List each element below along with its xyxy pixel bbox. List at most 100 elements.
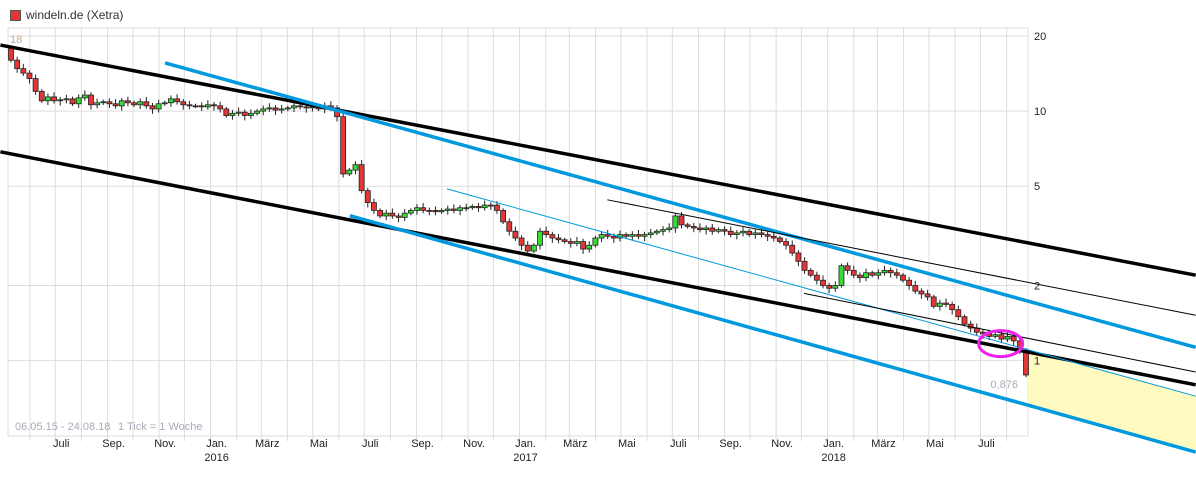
- candle-body-up: [481, 204, 488, 209]
- candle-body-down: [500, 209, 507, 223]
- candle-body-down: [807, 269, 814, 276]
- candle: [192, 103, 199, 109]
- candle: [635, 229, 642, 240]
- candle: [364, 187, 371, 208]
- max-value-label: 18: [10, 34, 22, 46]
- candle: [451, 204, 457, 214]
- candle: [949, 301, 956, 315]
- candle-body-up: [346, 169, 353, 175]
- candle: [395, 213, 402, 223]
- candle: [26, 70, 33, 84]
- candle-body-up: [260, 108, 267, 112]
- candle: [407, 208, 414, 216]
- candle-body-up: [45, 96, 51, 102]
- candle: [881, 265, 888, 276]
- candle-body-down: [869, 272, 876, 276]
- candle: [777, 235, 783, 244]
- candle: [457, 204, 463, 216]
- candle-body-up: [278, 108, 285, 111]
- candle: [961, 314, 968, 327]
- candle: [217, 101, 224, 113]
- candle: [358, 160, 365, 194]
- candle-body-down: [764, 234, 771, 237]
- candle-body-down: [223, 108, 230, 116]
- candle-body-down: [186, 104, 193, 107]
- candle-body-down: [820, 279, 826, 286]
- candle: [284, 105, 291, 112]
- candle: [432, 206, 439, 216]
- candle-body-down: [961, 316, 968, 325]
- candle: [703, 225, 710, 235]
- candle: [118, 97, 125, 111]
- candle-body-up: [155, 103, 162, 110]
- candle-body-down: [709, 227, 716, 232]
- candle: [272, 105, 279, 115]
- candle: [174, 94, 180, 105]
- candle: [235, 107, 242, 117]
- candle-body-down: [561, 239, 568, 242]
- candle: [401, 209, 408, 221]
- candle-body-down: [192, 105, 199, 108]
- candle-body-up: [733, 232, 740, 235]
- candle: [506, 218, 513, 236]
- candle-body-down: [518, 237, 525, 246]
- trend-line: [164, 61, 1196, 350]
- candle-body-down: [395, 215, 402, 218]
- candle: [832, 281, 839, 292]
- candle-body-down: [487, 204, 494, 207]
- candle: [900, 273, 906, 283]
- candle-body-down: [955, 309, 962, 318]
- candle: [684, 222, 691, 229]
- trend-line: [803, 292, 1196, 373]
- candle: [721, 226, 728, 236]
- candle: [838, 263, 845, 288]
- candle-body-up: [740, 230, 746, 234]
- candle-body-up: [75, 97, 82, 105]
- candle: [647, 228, 654, 239]
- x-tick-label: Juli: [670, 438, 687, 450]
- candle: [549, 231, 556, 243]
- candle: [186, 100, 193, 110]
- candle-body-up: [752, 232, 759, 235]
- candle: [371, 198, 377, 214]
- last-value-label: 0,876: [990, 379, 1018, 391]
- candle-body-down: [494, 204, 500, 211]
- candle-body-up: [832, 285, 839, 289]
- candle: [936, 299, 943, 311]
- candle: [438, 208, 445, 214]
- candle-body-down: [924, 293, 931, 298]
- candle-body-down: [297, 105, 304, 108]
- candle: [918, 288, 925, 299]
- candle-body-up: [266, 107, 273, 110]
- candle: [518, 235, 525, 251]
- candle-body-up: [629, 234, 636, 237]
- candle-body-up: [63, 98, 70, 101]
- trend-lines: [0, 43, 1196, 454]
- candle-body-down: [112, 103, 119, 107]
- candle: [389, 208, 396, 219]
- x-tick-label: Nov.: [771, 438, 793, 450]
- candle: [795, 250, 802, 267]
- candle: [69, 96, 76, 106]
- candle: [752, 229, 759, 239]
- candle: [38, 89, 45, 103]
- candle: [248, 109, 254, 120]
- candle: [690, 223, 697, 233]
- candle: [924, 289, 931, 301]
- candle-body-down: [241, 111, 248, 116]
- candle-body-up: [592, 237, 599, 246]
- y-tick-label: 20: [1034, 31, 1046, 43]
- candle-body-up: [863, 272, 869, 279]
- candle-body-down: [26, 72, 33, 79]
- annotations: [977, 329, 1025, 359]
- trend-line: [607, 199, 1196, 316]
- candle-body-up: [598, 234, 605, 239]
- candle-body-up: [118, 100, 125, 107]
- candle: [426, 207, 433, 216]
- plot-frame: [7, 27, 1029, 437]
- candle: [57, 97, 64, 106]
- candle: [223, 106, 230, 118]
- candle: [586, 241, 593, 253]
- candle-body-down: [149, 105, 156, 110]
